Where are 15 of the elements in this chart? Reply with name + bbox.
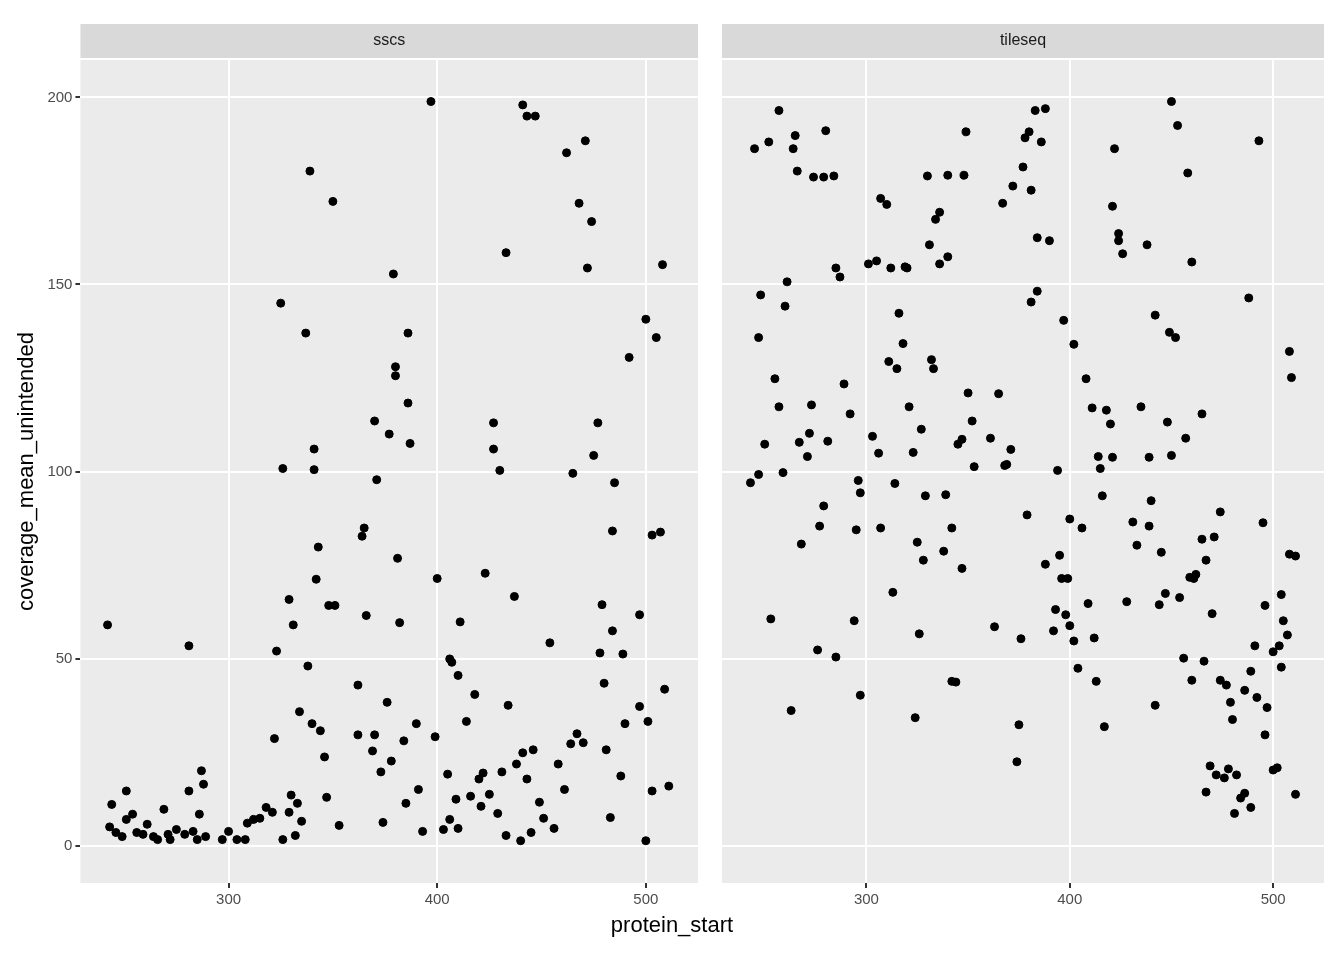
x-tick-label: 300 <box>853 890 879 908</box>
x-axis-title: protein_start <box>609 912 735 938</box>
y-axis-title: coverage_mean_unintended <box>13 332 39 611</box>
chart-title: tileseq <box>999 31 1047 49</box>
y-tick-label: 100 <box>47 461 73 479</box>
x-tick-label: 300 <box>216 890 242 908</box>
x-tick-label: 400 <box>424 890 450 908</box>
chart-title: sscs <box>373 31 406 49</box>
y-tick-label: 0 <box>64 835 73 853</box>
x-tick-label: 400 <box>1057 890 1083 908</box>
y-tick-label: 150 <box>47 274 73 292</box>
y-tick-label: 50 <box>55 648 73 666</box>
x-tick-label: 500 <box>1260 890 1286 908</box>
y-tick-label: 200 <box>47 87 73 105</box>
x-tick-label: 500 <box>633 890 659 908</box>
